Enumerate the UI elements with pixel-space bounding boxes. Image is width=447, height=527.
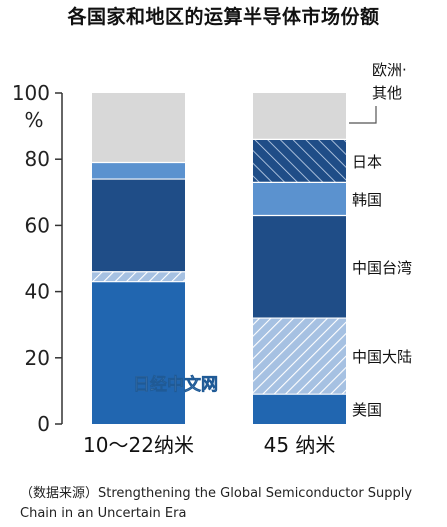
y-tick-label: 60 — [25, 213, 50, 237]
y-axis: 0 20 40 60 80 100% — [12, 81, 63, 436]
bar-segment — [92, 179, 185, 272]
x-axis-labels: 10～22纳米 45 纳米 — [83, 433, 335, 457]
bar-segment — [253, 139, 346, 183]
bar-segment — [253, 182, 346, 216]
bar-segment — [92, 281, 185, 424]
legend-label: 韩国 — [352, 191, 382, 209]
legend: 美国 中国大陆 中国台湾 韩国 日本 欧洲· 其他 — [349, 61, 412, 419]
legend-label: 美国 — [352, 401, 382, 419]
legend-label: 中国大陆 — [352, 348, 412, 366]
watermark: 日经中文网 — [133, 374, 218, 395]
bar-segment — [253, 318, 346, 395]
x-category-label: 10～22纳米 — [83, 433, 194, 457]
y-axis-unit: % — [24, 108, 43, 132]
x-category-label: 45 纳米 — [264, 433, 336, 457]
legend-label: 欧洲· — [372, 61, 407, 79]
chart-title: 各国家和地区的运算半导体市场份额 — [67, 6, 380, 28]
y-tick-label: 0 — [37, 412, 50, 436]
bar-segment — [253, 394, 346, 424]
y-tick-label: 100 — [12, 81, 50, 105]
y-tick-label: 80 — [25, 147, 50, 171]
legend-label: 其他 — [372, 84, 402, 102]
legend-label: 中国台湾 — [352, 259, 412, 277]
y-tick-label: 20 — [25, 346, 50, 370]
bar-segment — [253, 93, 346, 140]
legend-leader-line — [349, 106, 377, 124]
bar-segment — [253, 215, 346, 319]
bar-segment — [92, 271, 185, 282]
legend-label: 日本 — [352, 153, 382, 171]
bar-segment — [92, 162, 185, 180]
bar-segment — [92, 93, 185, 163]
y-tick-label: 40 — [25, 280, 50, 304]
bars-group — [92, 93, 346, 424]
source-note: （数据来源）Strengthening the Global Semicondu… — [20, 486, 413, 521]
